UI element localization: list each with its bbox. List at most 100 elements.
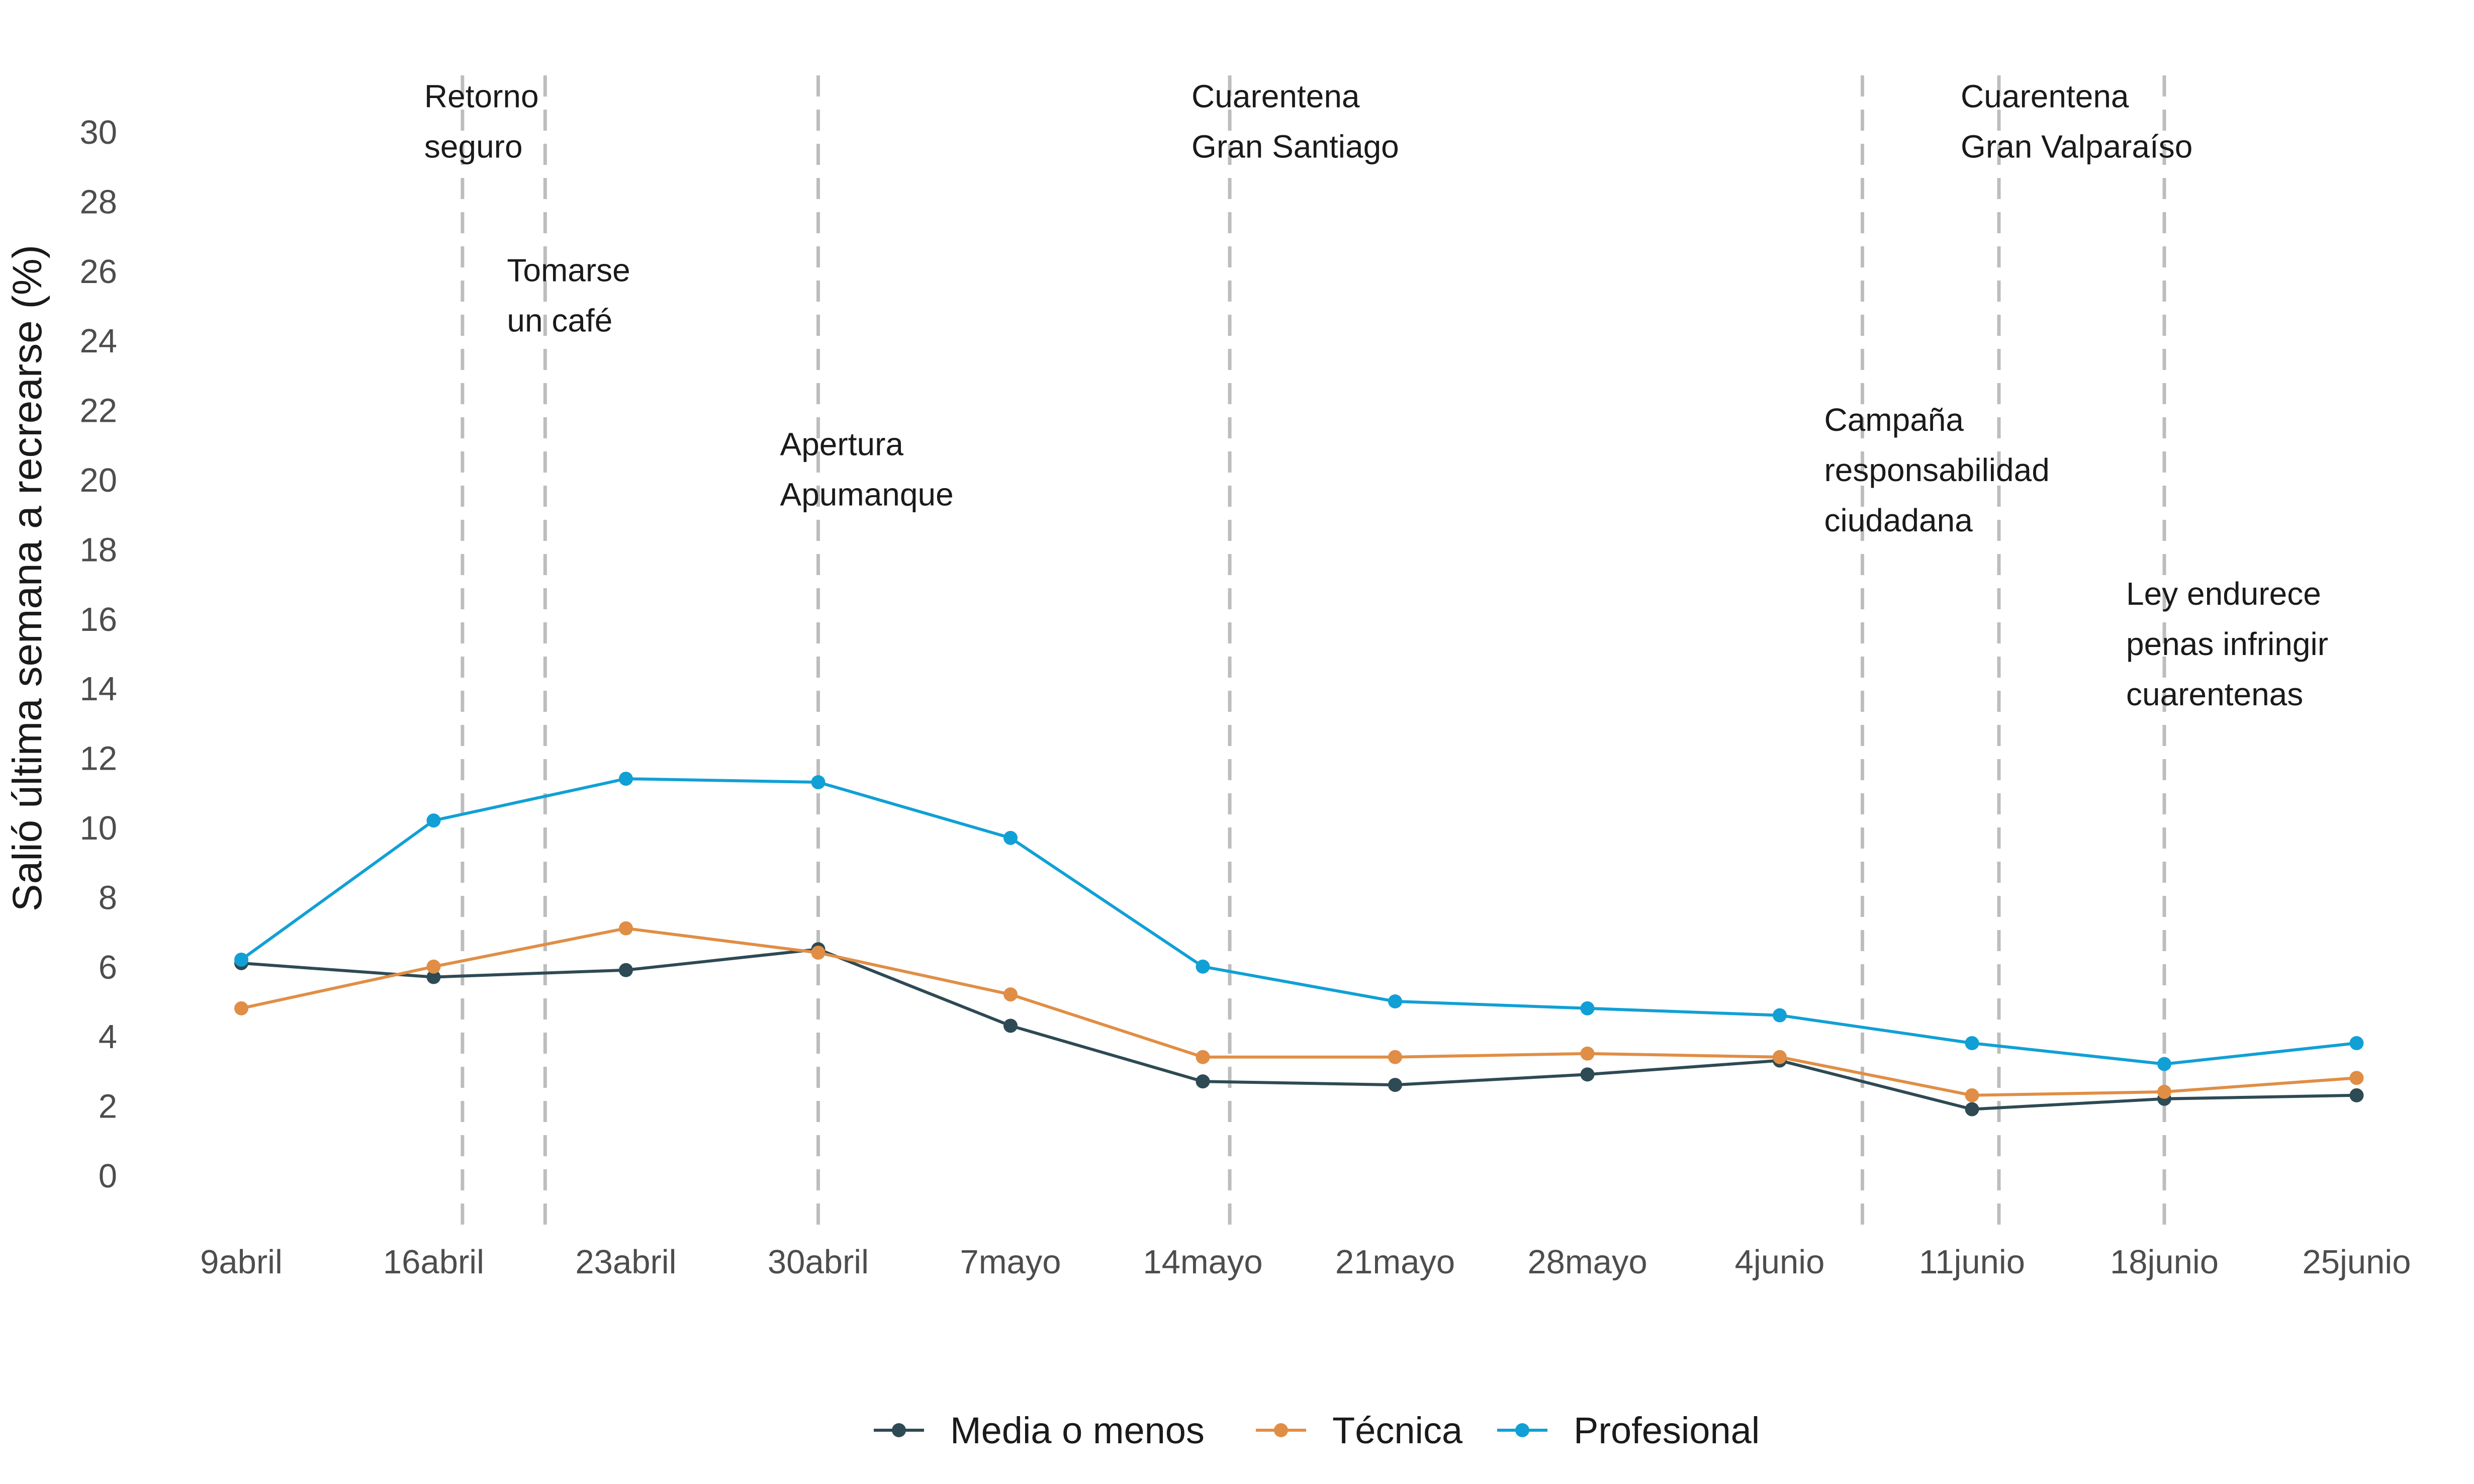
legend-swatch-point	[1274, 1423, 1288, 1437]
series-media-o-menos	[234, 942, 2364, 1117]
event-label-line: Ley endurece	[2126, 576, 2321, 612]
y-tick-label: 12	[79, 740, 117, 778]
legend-item-media-o-menos: Media o menos	[874, 1410, 1205, 1451]
point-tecnica	[234, 1001, 248, 1015]
event-label-4: Cuarentena Gran Santiago	[1192, 78, 1399, 165]
y-tick-label: 6	[99, 949, 117, 986]
point-profesional	[811, 775, 826, 790]
event-lines	[461, 75, 2166, 1229]
x-tick-label: 16abril	[383, 1243, 484, 1281]
x-tick-label: 30abril	[768, 1243, 869, 1281]
y-tick-label: 16	[79, 601, 117, 638]
point-tecnica	[1580, 1046, 1595, 1061]
point-media-o-menos	[2349, 1088, 2364, 1102]
y-tick-label: 4	[99, 1018, 117, 1056]
point-profesional	[619, 772, 633, 786]
y-tick-label: 18	[79, 531, 117, 569]
point-profesional	[1003, 830, 1018, 845]
y-tick-label: 28	[79, 183, 117, 221]
point-media-o-menos	[1196, 1074, 1210, 1089]
y-tick-label: 2	[99, 1088, 117, 1126]
point-tecnica	[1965, 1088, 1979, 1102]
point-tecnica	[2349, 1071, 2364, 1085]
point-profesional	[426, 813, 441, 828]
point-media-o-menos	[426, 970, 441, 984]
point-tecnica	[1388, 1050, 1402, 1064]
legend-label: Media o menos	[950, 1410, 1205, 1451]
point-profesional	[234, 952, 248, 967]
event-label-line: Retorno	[424, 78, 539, 115]
event-label-line: ciudadana	[1824, 502, 1973, 538]
point-profesional	[1196, 959, 1210, 974]
point-tecnica	[426, 959, 441, 974]
y-tick-label: 0	[99, 1157, 117, 1195]
x-tick-label: 11junio	[1919, 1243, 2025, 1281]
event-label-2: Tomarse un café	[507, 252, 630, 339]
event-label-line: penas infringir	[2126, 626, 2328, 662]
legend-label: Profesional	[1574, 1410, 1760, 1451]
x-tick-label: 25junio	[2302, 1243, 2411, 1281]
event-label-3: Apertura Apumanque	[780, 426, 954, 513]
series-line-tecnica	[240, 926, 2358, 1097]
point-media-o-menos	[1388, 1078, 1402, 1092]
legend-item-profesional: Profesional	[1497, 1410, 1760, 1451]
point-tecnica	[2157, 1084, 2171, 1099]
x-tick-label: 4junio	[1735, 1243, 1825, 1281]
series-line-media-o-menos	[240, 948, 2358, 1111]
point-profesional	[2349, 1036, 2364, 1051]
point-tecnica	[1003, 987, 1018, 1002]
point-media-o-menos	[1003, 1018, 1018, 1033]
series-line-profesional	[240, 777, 2358, 1066]
event-label-7: Ley endurece penas infringir cuarentenas	[2126, 576, 2328, 712]
y-tick-label: 30	[79, 114, 117, 151]
point-media-o-menos	[1965, 1102, 1979, 1117]
series-tecnica	[234, 921, 2364, 1102]
event-label-line: Gran Valparaíso	[1961, 129, 2192, 165]
legend-swatch-point	[892, 1423, 906, 1437]
event-label-line: Campaña	[1824, 402, 1964, 438]
legend-swatch-point	[1515, 1423, 1529, 1437]
y-tick-label: 22	[79, 392, 117, 430]
event-label-5: Campaña responsabilidad ciudadana	[1824, 402, 2049, 538]
x-tick-label: 14mayo	[1143, 1243, 1262, 1281]
event-labels: Retorno seguro Tomarse un café Apertura Apuma…	[424, 78, 2328, 713]
point-tecnica	[1196, 1050, 1210, 1064]
event-label-line: cuarentenas	[2126, 676, 2303, 712]
point-profesional	[1965, 1036, 1979, 1051]
event-label-line: Apertura	[780, 426, 904, 462]
x-tick-label: 21mayo	[1335, 1243, 1455, 1281]
legend: Media o menos Técnica Profesional	[874, 1410, 1760, 1451]
point-profesional	[1773, 1008, 1787, 1023]
event-label-line: un café	[507, 303, 612, 339]
event-label-line: Cuarentena	[1192, 78, 1360, 115]
point-tecnica	[1773, 1050, 1787, 1064]
x-tick-label: 7mayo	[960, 1243, 1061, 1281]
event-label-line: Gran Santiago	[1192, 129, 1399, 165]
event-label-line: Cuarentena	[1961, 78, 2129, 115]
point-media-o-menos	[1580, 1067, 1595, 1082]
point-profesional	[1580, 1001, 1595, 1015]
point-tecnica	[811, 946, 826, 960]
y-tick-label: 14	[79, 670, 117, 708]
y-tick-label: 24	[79, 322, 117, 360]
point-profesional	[1388, 994, 1402, 1008]
series-layer	[234, 772, 2364, 1117]
event-label-line: Tomarse	[507, 252, 630, 289]
event-label-line: Apumanque	[780, 477, 954, 513]
y-tick-label: 10	[79, 809, 117, 847]
x-tick-label: 23abril	[575, 1243, 676, 1281]
y-axis-title: Salió última semana a recrearse (%)	[5, 245, 50, 911]
legend-item-tecnica: Técnica	[1256, 1410, 1463, 1451]
y-tick-label: 8	[99, 879, 117, 916]
x-tick-label: 18junio	[2110, 1243, 2219, 1281]
legend-label: Técnica	[1332, 1410, 1463, 1451]
point-media-o-menos	[619, 963, 633, 977]
point-tecnica	[619, 921, 633, 936]
event-label-6: Cuarentena Gran Valparaíso	[1961, 78, 2192, 165]
y-tick-label: 20	[79, 461, 117, 499]
event-label-line: seguro	[424, 129, 523, 165]
x-tick-label: 28mayo	[1527, 1243, 1647, 1281]
x-axis: 9abril 16abril 23abril 30abril 7mayo 14mayo 21…	[200, 1243, 2411, 1281]
